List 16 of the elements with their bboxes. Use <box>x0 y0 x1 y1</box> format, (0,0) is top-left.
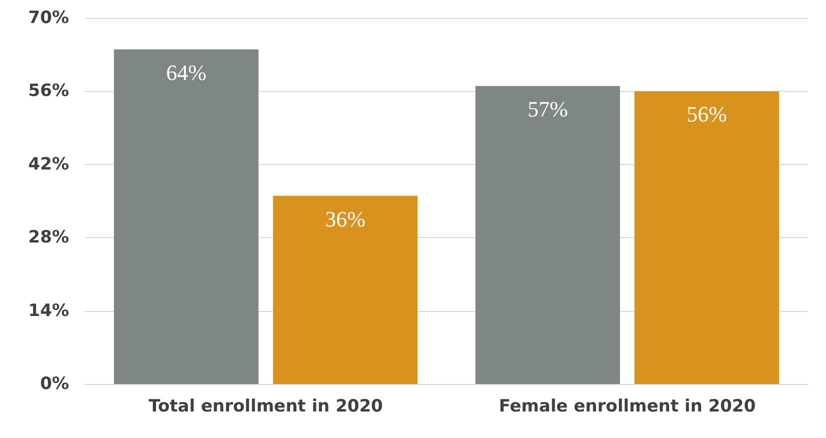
data-label: 36% <box>325 206 366 232</box>
bar <box>114 49 259 384</box>
x-tick-label: Female enrollment in 2020 <box>498 396 756 416</box>
x-tick-label: Total enrollment in 2020 <box>148 396 384 416</box>
y-tick-label: 56% <box>28 81 69 102</box>
data-label: 56% <box>686 102 727 127</box>
y-tick-label: 42% <box>28 154 69 174</box>
y-tick-label: 0% <box>40 374 69 394</box>
bar <box>634 91 780 384</box>
bar <box>475 86 620 384</box>
data-label: 57% <box>528 96 568 122</box>
y-tick-label: 28% <box>28 228 69 248</box>
y-tick-label: 14% <box>28 300 69 321</box>
y-tick-label: 70% <box>28 8 69 28</box>
bar <box>272 196 418 384</box>
data-label: 64% <box>166 60 206 85</box>
